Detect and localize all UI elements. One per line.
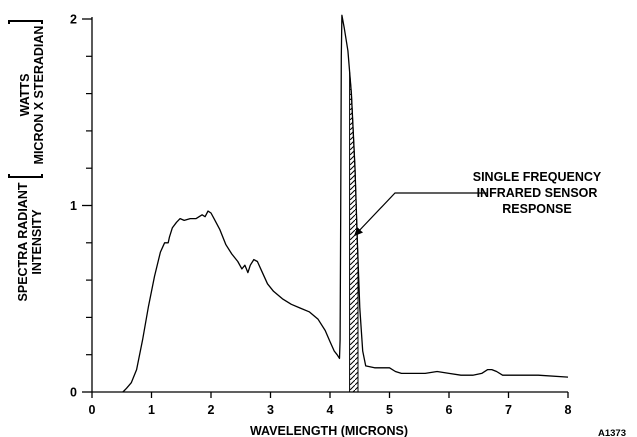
y-axis-unit-bracket-top (8, 20, 43, 24)
y-axis-unit-line-2: MICRON X STERADIAN (32, 26, 46, 165)
y-tick-label: 1 (70, 199, 77, 213)
x-tick-label: 6 (446, 403, 453, 417)
annotation-line-2: INFRARED SENSOR (477, 186, 598, 200)
x-tick-label: 3 (267, 403, 274, 417)
x-axis-title: WAVELENGTH (MICRONS) (250, 424, 408, 437)
axes: 0 1 2 3 4 5 6 7 8 0 1 2 (70, 13, 571, 418)
x-tick-label: 5 (386, 403, 393, 417)
x-tick-label: 7 (505, 403, 512, 417)
annotation-line-3: RESPONSE (502, 202, 571, 216)
y-axis-unit-line-1: WATTS (18, 74, 32, 117)
annotation-arrow (353, 192, 488, 237)
y-axis-title-line-1: SPECTRA RADIANT (16, 182, 30, 301)
x-tick-label: 1 (148, 403, 155, 417)
spectral-curve (122, 14, 569, 393)
x-tick-label: 0 (89, 403, 96, 417)
x-tick-label: 2 (208, 403, 215, 417)
annotation-line-1: SINGLE FREQUENCY (473, 170, 602, 184)
y-tick-label: 2 (70, 13, 77, 27)
y-axis-title-line-2: INTENSITY (30, 209, 44, 275)
x-tick-label: 4 (327, 403, 334, 417)
y-tick-label: 0 (70, 386, 77, 400)
y-axis-unit: WATTS MICRON X STERADIAN (18, 26, 46, 165)
y-axis-unit-bracket-bottom (8, 174, 43, 178)
y-axis-title: SPECTRA RADIANT INTENSITY (16, 182, 44, 301)
figure-id: A1373 (598, 428, 626, 437)
x-tick-label: 8 (565, 403, 572, 417)
sensor-response-annotation: SINGLE FREQUENCY INFRARED SENSOR RESPONS… (353, 170, 602, 237)
plot-area (122, 14, 569, 393)
